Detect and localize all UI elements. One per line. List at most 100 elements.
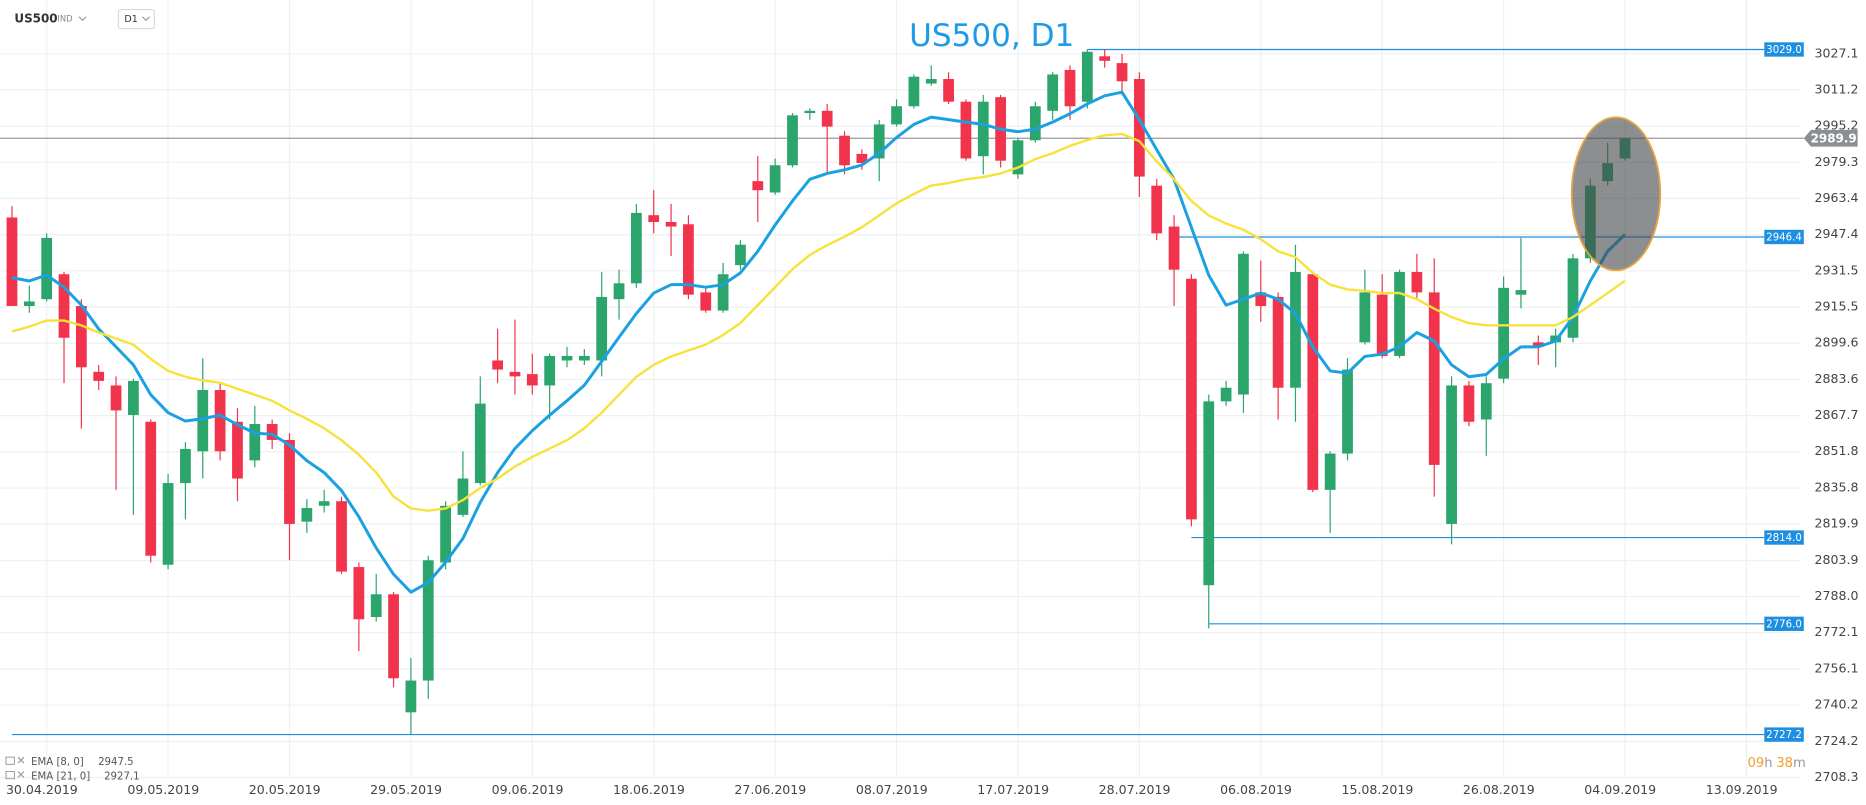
candle-body (1567, 258, 1579, 338)
candle-body (1151, 185, 1163, 234)
legend-close[interactable] (17, 756, 25, 764)
symbol-dropdown[interactable] (78, 16, 87, 22)
candle-body (1428, 292, 1440, 465)
candle-body (613, 283, 625, 300)
candle-body (631, 212, 642, 284)
y-tick-label: 3011.2 (1815, 81, 1859, 96)
candle-body (509, 371, 521, 377)
candle-body (388, 594, 399, 679)
candle-body (23, 301, 35, 307)
level-badge (1764, 229, 1804, 245)
candle-body (75, 306, 87, 368)
candle-body (1099, 56, 1111, 61)
y-tick-label: 2899.6 (1815, 335, 1859, 350)
x-tick-label: 15.08.2019 (1341, 782, 1413, 797)
candle-body (1446, 385, 1457, 524)
candle-body (578, 355, 590, 361)
candle-body (145, 421, 157, 556)
level-label: 2946.4 (1766, 233, 1802, 244)
ema-line (11, 90, 1627, 594)
candle-body (353, 567, 365, 620)
candle-body (1532, 342, 1544, 347)
timeframe-dropdown[interactable] (141, 16, 150, 22)
timer-unit: h (1764, 756, 1772, 771)
legend-name: EMA [8, 0] (31, 757, 84, 768)
y-tick-label: 2979.3 (1815, 154, 1859, 169)
candle-body (891, 106, 902, 125)
candle-body (1064, 69, 1076, 107)
candle-body (804, 110, 816, 114)
candle-body (318, 501, 330, 506)
candle-body (1515, 290, 1527, 295)
level-badge (1764, 616, 1804, 631)
candle-body (1168, 226, 1180, 270)
candle-body (1411, 271, 1423, 293)
candle-body (821, 110, 833, 127)
candle-body (544, 355, 556, 386)
y-tick-label: 2867.7 (1815, 407, 1859, 422)
symbol[interactable]: US500 (14, 12, 57, 26)
candle-body (665, 222, 677, 227)
candle-body (1081, 51, 1093, 102)
candle-body (561, 355, 573, 361)
legend-close[interactable] (17, 771, 25, 778)
candle-body (1342, 369, 1353, 454)
timer-minutes: 38 (1776, 756, 1793, 771)
current-price-label: 2989.9 (1811, 131, 1857, 145)
x-tick-label: 08.07.2019 (856, 782, 928, 797)
candle-body (440, 505, 451, 563)
timeframe-button[interactable] (117, 8, 155, 30)
candle-body (752, 181, 764, 191)
y-tick-label: 2931.5 (1815, 262, 1859, 277)
candle-body (301, 508, 313, 522)
x-tick-label: 09.06.2019 (492, 782, 564, 797)
legend-value: 2927.1 (104, 771, 140, 782)
symbol-type: IND (57, 14, 72, 24)
candle-body (787, 115, 798, 166)
x-tick-label: 29.05.2019 (370, 782, 442, 797)
candle-body (943, 78, 954, 102)
candle-body (1255, 292, 1267, 307)
candle-body (769, 165, 781, 193)
y-tick-label: 2803.9 (1815, 552, 1859, 567)
level-badge (1764, 530, 1804, 545)
ema-line (11, 132, 1626, 512)
chart-title: US500, D1 (909, 18, 1074, 54)
candle-body (596, 296, 608, 361)
candle-body (1029, 106, 1041, 141)
candle-body (1376, 294, 1388, 356)
candle-body (1307, 274, 1319, 490)
candle-body (977, 101, 989, 157)
candle-body (856, 153, 868, 163)
candle-body (492, 360, 504, 370)
y-tick-label: 2851.8 (1815, 443, 1859, 458)
timer-unit: m (1793, 756, 1806, 771)
candle-body (1324, 453, 1336, 490)
level-label: 2776.0 (1766, 619, 1802, 630)
level-label: 2814.0 (1766, 533, 1802, 544)
candle-body (1498, 287, 1509, 379)
candle-body (474, 403, 486, 484)
y-tick-label: 2708.3 (1815, 769, 1859, 784)
x-tick-label: 26.08.2019 (1463, 782, 1535, 797)
candle-body (960, 101, 972, 159)
candle-body (839, 135, 850, 166)
y-tick-label: 3027.1 (1815, 45, 1859, 60)
candle-body (1272, 296, 1284, 388)
candle-body (284, 439, 295, 524)
candle-body (683, 224, 694, 295)
y-tick-label: 2756.1 (1815, 660, 1859, 675)
legend-icon[interactable] (5, 756, 15, 765)
candle-body (1203, 401, 1215, 586)
y-tick-label: 2772.1 (1815, 624, 1859, 639)
legend-icon[interactable] (5, 771, 15, 780)
y-tick-label: 2995.2 (1815, 118, 1859, 133)
indicator-legend: EMA [8, 0] 2947.5 EMA [21, 0] 2927.1 (5, 756, 140, 782)
timeframe[interactable]: D1 (124, 14, 137, 25)
y-tick-label: 2915.5 (1815, 299, 1859, 314)
candle-body (249, 424, 261, 461)
